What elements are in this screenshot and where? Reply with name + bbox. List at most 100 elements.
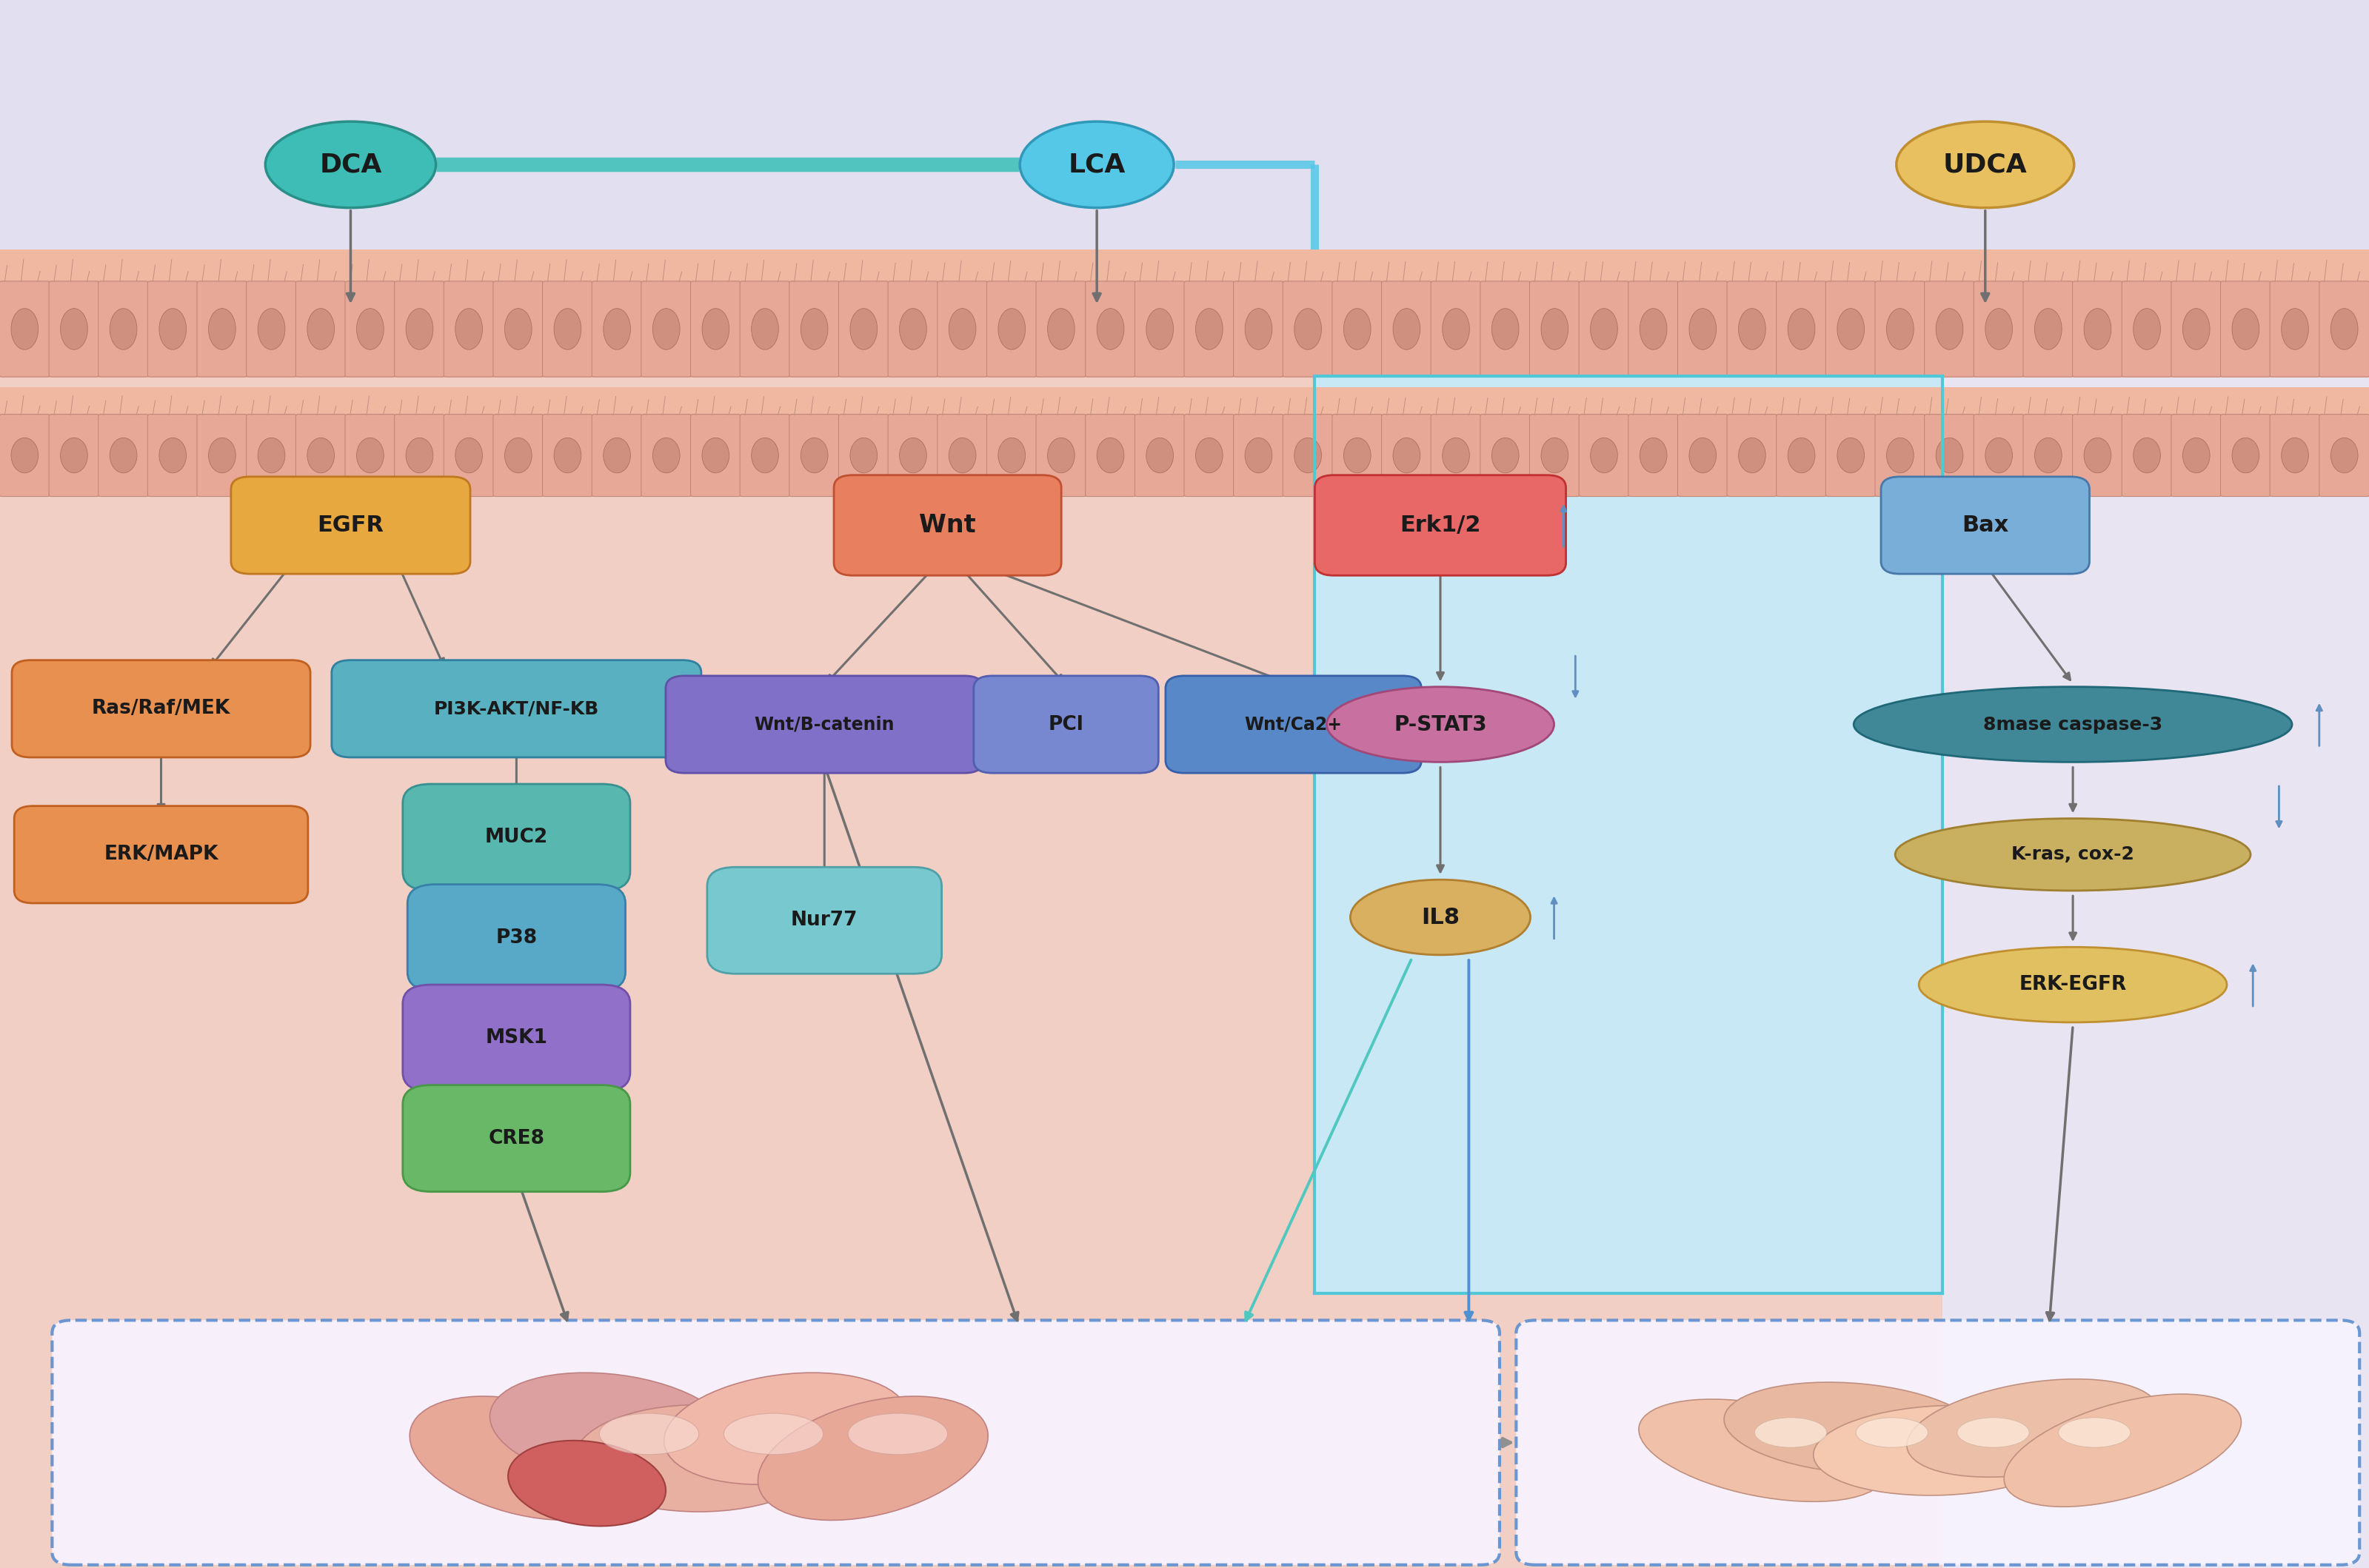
FancyBboxPatch shape: [99, 414, 149, 497]
Text: CRE8: CRE8: [488, 1129, 545, 1148]
FancyBboxPatch shape: [986, 281, 1038, 376]
FancyBboxPatch shape: [592, 281, 642, 376]
FancyBboxPatch shape: [2270, 281, 2319, 376]
Ellipse shape: [1590, 309, 1618, 350]
FancyBboxPatch shape: [493, 414, 543, 497]
FancyBboxPatch shape: [197, 414, 246, 497]
Ellipse shape: [2004, 1394, 2241, 1507]
Text: ERK-EGFR: ERK-EGFR: [2018, 975, 2127, 994]
Ellipse shape: [1327, 687, 1554, 762]
Text: Erk1/2: Erk1/2: [1400, 514, 1481, 536]
Ellipse shape: [758, 1396, 988, 1521]
FancyBboxPatch shape: [296, 281, 346, 376]
Ellipse shape: [358, 309, 384, 350]
FancyBboxPatch shape: [666, 676, 983, 773]
Ellipse shape: [109, 309, 137, 350]
Ellipse shape: [1855, 1417, 1928, 1447]
Ellipse shape: [1919, 947, 2227, 1022]
FancyBboxPatch shape: [1135, 414, 1184, 497]
FancyBboxPatch shape: [14, 806, 308, 903]
Ellipse shape: [308, 309, 334, 350]
Ellipse shape: [159, 309, 187, 350]
Ellipse shape: [1021, 121, 1175, 207]
Ellipse shape: [997, 437, 1026, 474]
FancyBboxPatch shape: [642, 414, 692, 497]
Ellipse shape: [751, 309, 779, 350]
FancyBboxPatch shape: [2270, 414, 2319, 497]
Ellipse shape: [1393, 309, 1419, 350]
Ellipse shape: [1838, 309, 1864, 350]
Ellipse shape: [751, 437, 779, 474]
Ellipse shape: [1895, 121, 2073, 207]
Ellipse shape: [405, 437, 434, 474]
FancyBboxPatch shape: [2220, 414, 2270, 497]
Ellipse shape: [1147, 309, 1173, 350]
FancyBboxPatch shape: [2123, 414, 2172, 497]
FancyBboxPatch shape: [834, 475, 1061, 575]
Ellipse shape: [1935, 437, 1964, 474]
Ellipse shape: [900, 437, 926, 474]
FancyBboxPatch shape: [1035, 414, 1085, 497]
Ellipse shape: [1542, 437, 1568, 474]
Ellipse shape: [258, 437, 284, 474]
FancyBboxPatch shape: [1035, 281, 1085, 376]
Ellipse shape: [208, 437, 235, 474]
Ellipse shape: [2035, 437, 2061, 474]
FancyBboxPatch shape: [2073, 281, 2123, 376]
Text: Ras/Raf/MEK: Ras/Raf/MEK: [92, 699, 230, 718]
Ellipse shape: [1985, 309, 2011, 350]
Text: 8mase caspase-3: 8mase caspase-3: [1983, 715, 2163, 734]
FancyBboxPatch shape: [543, 281, 592, 376]
FancyBboxPatch shape: [1516, 1320, 2360, 1565]
Ellipse shape: [2331, 437, 2357, 474]
Text: PI3K-AKT/NF-KB: PI3K-AKT/NF-KB: [434, 699, 599, 718]
FancyBboxPatch shape: [938, 414, 988, 497]
Ellipse shape: [950, 309, 976, 350]
Text: DCA: DCA: [320, 152, 381, 177]
Ellipse shape: [109, 437, 137, 474]
Ellipse shape: [1639, 309, 1668, 350]
Ellipse shape: [801, 437, 827, 474]
Ellipse shape: [62, 309, 88, 350]
FancyBboxPatch shape: [938, 281, 988, 376]
Ellipse shape: [1789, 309, 1815, 350]
Bar: [1943, 376, 2369, 1568]
Ellipse shape: [505, 309, 531, 350]
FancyBboxPatch shape: [1881, 477, 2089, 574]
Ellipse shape: [1639, 437, 1668, 474]
FancyBboxPatch shape: [692, 281, 741, 376]
FancyBboxPatch shape: [1184, 414, 1234, 497]
FancyBboxPatch shape: [50, 414, 99, 497]
Ellipse shape: [801, 309, 827, 350]
FancyBboxPatch shape: [789, 414, 839, 497]
FancyBboxPatch shape: [1874, 414, 1926, 497]
FancyBboxPatch shape: [1677, 414, 1727, 497]
Ellipse shape: [1097, 437, 1123, 474]
Text: Wnt/Ca2+: Wnt/Ca2+: [1244, 715, 1343, 734]
Ellipse shape: [2232, 437, 2260, 474]
Ellipse shape: [701, 437, 730, 474]
FancyBboxPatch shape: [1924, 281, 1976, 376]
Ellipse shape: [654, 309, 680, 350]
Ellipse shape: [1350, 880, 1530, 955]
FancyBboxPatch shape: [2220, 281, 2270, 376]
FancyBboxPatch shape: [403, 784, 630, 891]
FancyBboxPatch shape: [403, 985, 630, 1091]
FancyBboxPatch shape: [197, 281, 246, 376]
Ellipse shape: [1639, 1399, 1886, 1502]
Text: UDCA: UDCA: [1943, 152, 2028, 177]
Ellipse shape: [1985, 437, 2011, 474]
Bar: [1315, 376, 1943, 1294]
FancyBboxPatch shape: [974, 676, 1158, 773]
FancyBboxPatch shape: [2319, 414, 2369, 497]
FancyBboxPatch shape: [1234, 414, 1284, 497]
FancyBboxPatch shape: [1184, 281, 1234, 376]
FancyBboxPatch shape: [839, 414, 888, 497]
Ellipse shape: [2182, 309, 2210, 350]
Ellipse shape: [1886, 309, 1914, 350]
Bar: [0, 387, 2369, 497]
Ellipse shape: [490, 1372, 734, 1485]
Ellipse shape: [604, 309, 630, 350]
Ellipse shape: [1443, 309, 1469, 350]
Ellipse shape: [505, 437, 531, 474]
